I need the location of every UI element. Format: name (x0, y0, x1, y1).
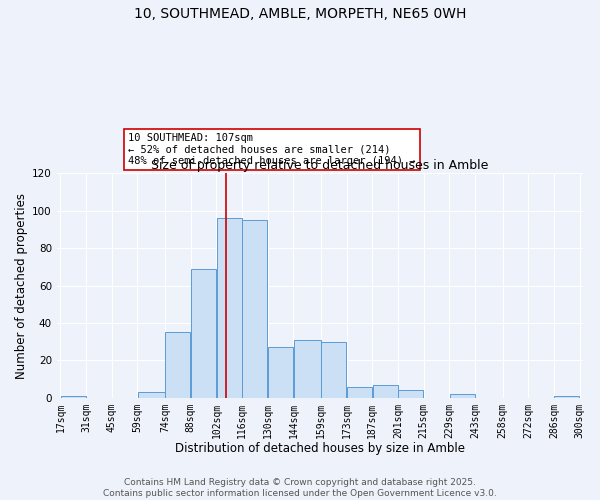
Bar (242, 220, 268, 398)
Bar (217, 218, 242, 398)
Bar (165, 332, 190, 398)
Bar (449, 394, 475, 398)
Bar (554, 396, 579, 398)
Bar (373, 384, 398, 398)
Bar (321, 342, 346, 398)
Bar (191, 268, 216, 398)
Bar (268, 347, 293, 398)
Text: 10 SOUTHMEAD: 107sqm
← 52% of detached houses are smaller (214)
48% of semi-deta: 10 SOUTHMEAD: 107sqm ← 52% of detached h… (128, 133, 415, 166)
Bar (293, 340, 320, 398)
Bar (61, 396, 86, 398)
Bar (138, 392, 165, 398)
Text: Contains HM Land Registry data © Crown copyright and database right 2025.
Contai: Contains HM Land Registry data © Crown c… (103, 478, 497, 498)
Title: Size of property relative to detached houses in Amble: Size of property relative to detached ho… (151, 159, 488, 172)
Y-axis label: Number of detached properties: Number of detached properties (15, 192, 28, 378)
Bar (347, 386, 372, 398)
X-axis label: Distribution of detached houses by size in Amble: Distribution of detached houses by size … (175, 442, 465, 455)
Text: 10, SOUTHMEAD, AMBLE, MORPETH, NE65 0WH: 10, SOUTHMEAD, AMBLE, MORPETH, NE65 0WH (134, 8, 466, 22)
Bar (398, 390, 424, 398)
